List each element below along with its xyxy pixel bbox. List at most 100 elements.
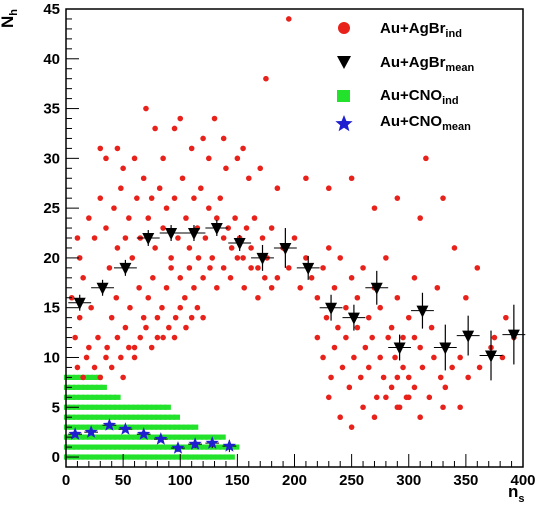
agbr-ind-point [122, 235, 129, 241]
agbr-mean-point [302, 262, 315, 275]
cno-ind-point [82, 404, 89, 410]
cno-ind-point [82, 444, 89, 450]
agbr-ind-point [457, 354, 463, 361]
agbr-ind-point [343, 304, 349, 311]
agbr-ind-point [129, 255, 136, 261]
cno-ind-point [187, 434, 194, 440]
cno-mean-point [84, 425, 98, 438]
agbr-ind-point [394, 374, 401, 381]
cno-ind-point [100, 454, 107, 460]
cno-ind-point [100, 394, 107, 400]
agbr-ind-point [419, 364, 426, 371]
cno-ind-point [82, 434, 89, 440]
cno-ind-point [164, 424, 171, 430]
agbr-ind-point [80, 374, 86, 381]
agbr-ind-point [240, 255, 246, 261]
cno-ind-point [201, 444, 208, 450]
cno-ind-point [155, 414, 162, 420]
agbr-ind-point [343, 334, 349, 341]
cno-ind-point [173, 414, 181, 420]
agbr-ind-point [152, 125, 158, 132]
agbr-ind-point [251, 215, 258, 221]
cno-ind-point [146, 414, 153, 420]
cno-ind-point [141, 424, 149, 430]
agbr-ind-point [154, 334, 161, 341]
agbr-ind-point [195, 255, 202, 261]
agbr-mean-points [68, 220, 526, 381]
agbr-ind-point [248, 245, 254, 251]
cno-ind-point [132, 404, 139, 410]
agbr-ind-point [118, 354, 124, 361]
cno-ind-point [77, 384, 85, 390]
cno-ind-point [155, 444, 162, 450]
agbr-ind-point [365, 314, 372, 321]
agbr-ind-point [323, 314, 330, 321]
cno-ind-point [109, 434, 117, 440]
agbr-ind-point [207, 265, 213, 271]
cno-ind-point [86, 424, 94, 430]
agbr-ind-point [127, 304, 133, 311]
y-tick-label: 15 [43, 300, 60, 317]
agbr-mean-point [187, 228, 200, 241]
agbr-ind-point [351, 354, 357, 361]
agbr-ind-point [451, 245, 458, 251]
cno-ind-point [187, 454, 194, 460]
agbr-ind-point [168, 255, 174, 261]
cno-ind-point [141, 444, 149, 450]
legend-marker-agbr-ind [338, 22, 350, 34]
cno-ind-point [159, 404, 167, 410]
agbr-ind-point [314, 334, 321, 341]
agbr-ind-point [177, 304, 184, 311]
cno-ind-point [77, 404, 85, 410]
cno-ind-point [114, 454, 121, 460]
cno-ind-point [114, 394, 121, 400]
cno-ind-point [118, 434, 126, 440]
cno-ind-point [150, 424, 158, 430]
cno-ind-point [132, 434, 139, 440]
agbr-ind-point [263, 75, 269, 82]
cno-ind-point [95, 404, 103, 410]
cno-ind-point [155, 424, 162, 430]
cno-ind-point [109, 404, 117, 410]
agbr-ind-point [434, 284, 441, 291]
agbr-ind-point [80, 275, 86, 281]
cno-ind-point [105, 414, 112, 420]
agbr-ind-point [177, 275, 184, 281]
agbr-ind-point [177, 115, 184, 122]
agbr-ind-point [114, 334, 121, 341]
agbr-ind-point [134, 195, 140, 201]
cno-ind-point [137, 414, 144, 420]
agbr-ind-point [198, 185, 204, 192]
legend-label-cno-mean: Au+CNOmean [380, 113, 471, 133]
cno-ind-point [123, 404, 130, 410]
cno-ind-point [123, 414, 130, 420]
agbr-ind-point [150, 275, 156, 281]
y-tick-label: 45 [43, 1, 60, 18]
y-tick-label: 20 [43, 250, 60, 267]
cno-ind-point [91, 374, 98, 380]
x-tick-label: 50 [115, 472, 132, 489]
agbr-ind-point [400, 334, 406, 341]
agbr-ind-point [377, 354, 383, 361]
agbr-ind-point [328, 374, 334, 381]
cno-ind-point [169, 434, 176, 440]
cno-ind-point [95, 444, 103, 450]
agbr-ind-point [320, 354, 326, 361]
cno-mean-point [102, 418, 117, 431]
agbr-ind-point [126, 344, 132, 351]
cno-mean-point [205, 436, 219, 449]
agbr-ind-point [400, 364, 406, 371]
cno-ind-point [114, 404, 121, 410]
cno-ind-point [82, 394, 89, 400]
cno-ind-point [123, 444, 130, 450]
agbr-ind-point [360, 265, 366, 271]
cno-ind-point [127, 404, 135, 410]
agbr-ind-point [423, 155, 429, 162]
cno-ind-point [155, 454, 162, 460]
agbr-ind-point [168, 265, 174, 271]
cno-ind-point [109, 454, 117, 460]
agbr-ind-point [194, 304, 201, 311]
agbr-mean-point [462, 330, 475, 343]
cno-ind-point [100, 444, 107, 450]
cno-ind-point [105, 394, 112, 400]
